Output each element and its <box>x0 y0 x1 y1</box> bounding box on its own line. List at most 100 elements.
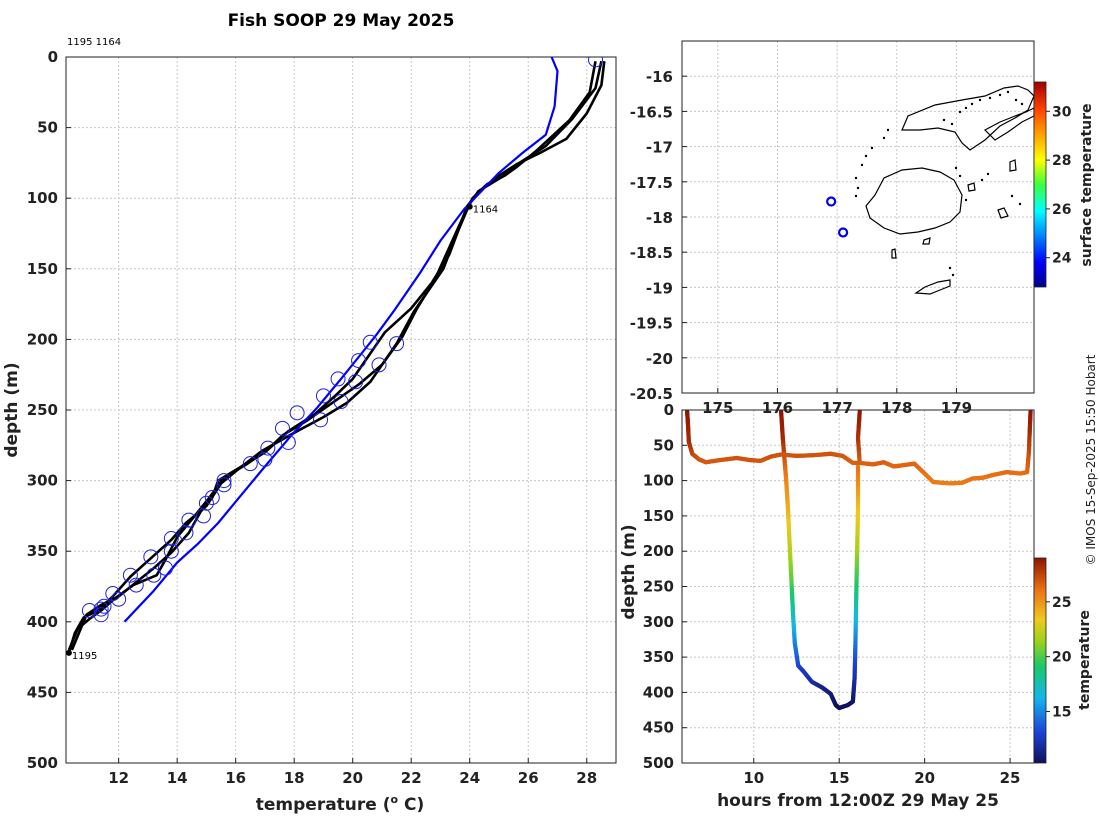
map-y-tick-label: -20 <box>646 350 673 368</box>
timeseries-x-tick-label: 15 <box>829 769 850 787</box>
islet-dot <box>1021 103 1023 105</box>
map-colorbar-label: surface temperature <box>1079 103 1095 266</box>
map-colorbar-ticks: 24 26 28 30 <box>1046 104 1072 266</box>
islet-dot <box>959 175 961 177</box>
profile-grid <box>66 57 616 763</box>
map-y-tick-label: -19.5 <box>630 315 673 333</box>
map-y-tick-label: -17 <box>646 139 673 157</box>
coastline-kadavu <box>916 280 950 294</box>
map-y-tick-label: -17.5 <box>630 174 673 192</box>
islet-dot <box>981 179 983 181</box>
islet-dot <box>959 111 961 113</box>
timeseries-y-tick-label: 250 <box>643 578 674 596</box>
islet-dot <box>965 199 967 201</box>
profile-annotation-dot <box>467 204 473 210</box>
timeseries-colorbar-tick-label: 15 <box>1052 704 1071 720</box>
coastline-vanua-levu <box>902 86 1034 150</box>
profile-x-tick-label: 12 <box>108 769 129 787</box>
islet-dot <box>883 137 885 139</box>
drop-station-marker <box>827 198 835 206</box>
profile-series-1164 <box>69 61 602 653</box>
timeseries-colorbar-tick-label: 25 <box>1052 595 1071 611</box>
coastline-ovalau <box>968 183 975 191</box>
islet-dot <box>951 123 953 125</box>
islet-dot <box>952 274 954 276</box>
profile-y-tick-label: 0 <box>48 48 58 66</box>
timeseries-x-tick-label: 10 <box>743 769 764 787</box>
timeseries-y-tick-label: 100 <box>643 472 674 490</box>
profile-x-tick-label: 24 <box>459 769 480 787</box>
profile-markers <box>82 53 602 622</box>
map-colorbar-tick-label: 26 <box>1052 202 1071 218</box>
islet-dot <box>871 147 873 149</box>
coastline-taveuni <box>985 108 1034 140</box>
timeseries-colorbar-tick-label: 20 <box>1052 650 1072 666</box>
profile-title: Fish SOOP 29 May 2025 <box>228 11 455 31</box>
profile-y-tick-label: 100 <box>27 189 58 207</box>
profile-annotation: 1164 <box>473 205 498 216</box>
profile-marker <box>275 421 289 435</box>
profile-x-label: temperature (o C) <box>256 793 425 815</box>
islet-dot <box>987 173 989 175</box>
profile-y-tick-label: 500 <box>27 754 58 772</box>
islet-dot <box>855 177 857 179</box>
profile-x-tick-label: 16 <box>225 769 246 787</box>
profile-series-1195 <box>69 61 604 650</box>
map-x-tick-label: 179 <box>941 399 972 417</box>
islets <box>855 91 1023 276</box>
profile-y-label: depth (m) <box>2 362 22 457</box>
islet-dot <box>949 267 951 269</box>
drop-station-marker <box>839 228 847 236</box>
islet-dot <box>865 155 867 157</box>
timeseries-y-tick-label: 0 <box>664 401 674 419</box>
map-y-tick-label: -18.5 <box>630 244 673 262</box>
timeseries-colorbar-ticks: 15 20 25 <box>1046 595 1072 721</box>
timeseries-y-tick-label: 400 <box>643 683 674 701</box>
timeseries-colorbar-label: temperature <box>1077 610 1093 710</box>
islet-dot <box>943 119 945 121</box>
map-y-tick-label: -19 <box>646 279 673 297</box>
profile-y-tick-label: 200 <box>27 330 58 348</box>
timeseries-y-tick-label: 200 <box>643 542 674 560</box>
profile-y-tick-label: 250 <box>27 401 58 419</box>
profile-y-tick-label: 450 <box>27 683 58 701</box>
watermark: © IMOS 15-Sep-2025 15:50 Hobart <box>1084 354 1098 565</box>
map-colorbar-tick-label: 28 <box>1052 153 1071 169</box>
profile-y-tick-label: 350 <box>27 542 58 560</box>
profile-y-tick-label: 50 <box>37 119 58 137</box>
timeseries-casts <box>687 411 1030 708</box>
profile-x-tick-label: 14 <box>167 769 188 787</box>
coastline-koro <box>1010 160 1016 171</box>
map-colorbar-tick-label: 24 <box>1052 251 1072 267</box>
islet-dot <box>855 195 857 197</box>
islet-dot <box>1011 195 1013 197</box>
profile-y-tick-label: 150 <box>27 260 58 278</box>
map-x-tick-label: 177 <box>821 399 852 417</box>
profile-x-tick-label: 20 <box>342 769 363 787</box>
timeseries-y-tick-label: 50 <box>653 436 674 454</box>
timeseries-y-label: depth (m) <box>619 524 639 619</box>
coastline-fiji <box>866 86 1034 294</box>
coastline-viti-levu <box>866 168 962 234</box>
map-x-tick-label: 175 <box>702 399 733 417</box>
islet-dot <box>955 167 957 169</box>
profile-top-label: 1195 1164 <box>67 37 121 48</box>
timeseries-colorbar <box>1034 558 1046 763</box>
map-x-tick-label: 176 <box>762 399 793 417</box>
profile-series-1164b <box>72 61 596 650</box>
islet-dot <box>989 97 991 99</box>
timeseries-x-label: hours from 12:00Z 29 May 25 <box>717 791 999 811</box>
map-colorbar-tick-label: 30 <box>1052 104 1072 120</box>
profile-annotation-dot <box>66 650 72 656</box>
islet-dot <box>1015 99 1017 101</box>
islet-dot <box>1007 91 1009 93</box>
